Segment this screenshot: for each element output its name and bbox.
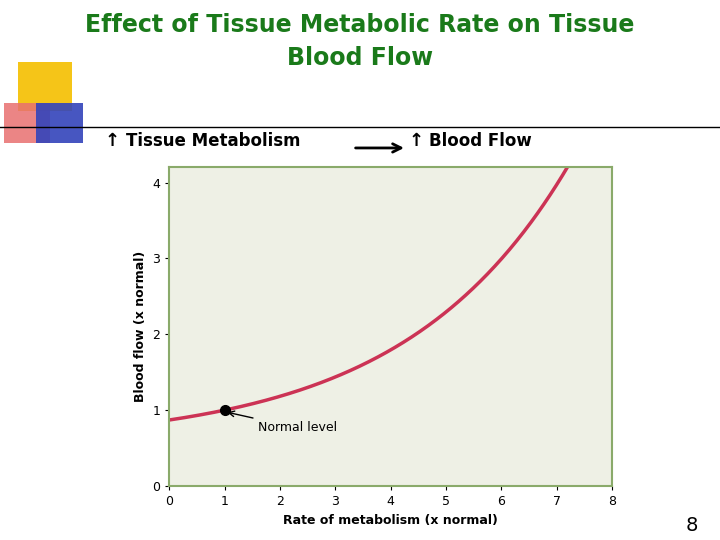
Text: Blood Flow: Blood Flow — [287, 46, 433, 70]
Text: 8: 8 — [686, 516, 698, 535]
Text: Blood Flow: Blood Flow — [429, 132, 532, 150]
Text: ↑: ↑ — [104, 132, 120, 150]
Text: Tissue Metabolism: Tissue Metabolism — [126, 132, 300, 150]
Y-axis label: Blood flow (x normal): Blood flow (x normal) — [134, 251, 147, 402]
X-axis label: Rate of metabolism (x normal): Rate of metabolism (x normal) — [283, 514, 498, 526]
Text: Normal level: Normal level — [229, 411, 337, 434]
Text: ↑: ↑ — [408, 132, 424, 150]
Text: Effect of Tissue Metabolic Rate on Tissue: Effect of Tissue Metabolic Rate on Tissu… — [85, 14, 635, 37]
